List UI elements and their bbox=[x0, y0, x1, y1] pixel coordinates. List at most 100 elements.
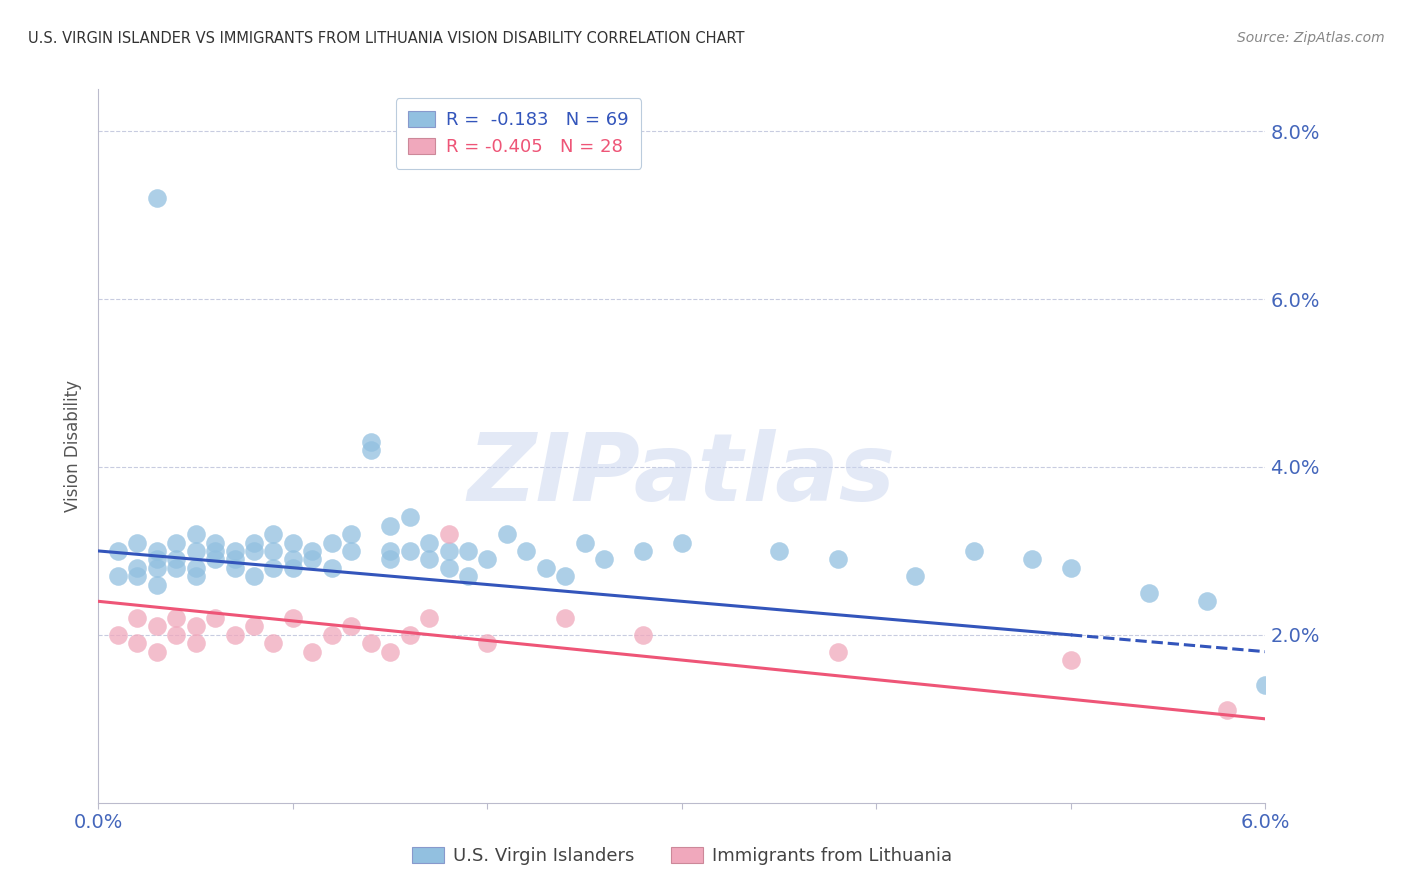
Point bbox=[437, 544, 460, 558]
Point bbox=[146, 552, 169, 566]
Point bbox=[127, 611, 149, 625]
Point bbox=[127, 636, 149, 650]
Point bbox=[1197, 594, 1219, 608]
Point bbox=[224, 628, 246, 642]
Point bbox=[204, 611, 226, 625]
Point bbox=[301, 552, 323, 566]
Point bbox=[418, 611, 440, 625]
Point bbox=[554, 569, 576, 583]
Point bbox=[165, 535, 187, 549]
Point bbox=[1021, 552, 1043, 566]
Point bbox=[165, 560, 187, 574]
Point bbox=[107, 569, 129, 583]
Text: ZIPatlas: ZIPatlas bbox=[468, 428, 896, 521]
Point bbox=[204, 544, 226, 558]
Point bbox=[146, 645, 169, 659]
Point bbox=[904, 569, 927, 583]
Point bbox=[380, 552, 402, 566]
Point bbox=[184, 560, 207, 574]
Point bbox=[380, 518, 402, 533]
Point bbox=[165, 552, 187, 566]
Point bbox=[204, 535, 226, 549]
Point bbox=[281, 552, 304, 566]
Point bbox=[127, 569, 149, 583]
Point bbox=[1254, 678, 1277, 692]
Point bbox=[457, 544, 479, 558]
Point bbox=[224, 544, 246, 558]
Text: U.S. VIRGIN ISLANDER VS IMMIGRANTS FROM LITHUANIA VISION DISABILITY CORRELATION : U.S. VIRGIN ISLANDER VS IMMIGRANTS FROM … bbox=[28, 31, 745, 46]
Point bbox=[515, 544, 537, 558]
Point bbox=[281, 560, 304, 574]
Point bbox=[496, 527, 519, 541]
Point bbox=[1215, 703, 1237, 717]
Point bbox=[146, 191, 169, 205]
Point bbox=[631, 628, 654, 642]
Point bbox=[827, 552, 849, 566]
Point bbox=[321, 560, 343, 574]
Point bbox=[477, 636, 499, 650]
Point bbox=[574, 535, 596, 549]
Point bbox=[360, 443, 382, 458]
Point bbox=[262, 527, 284, 541]
Point bbox=[827, 645, 849, 659]
Point bbox=[631, 544, 654, 558]
Point bbox=[146, 560, 169, 574]
Point bbox=[262, 560, 284, 574]
Point bbox=[281, 611, 304, 625]
Point bbox=[360, 636, 382, 650]
Point bbox=[146, 544, 169, 558]
Point bbox=[340, 619, 363, 633]
Point bbox=[165, 628, 187, 642]
Point bbox=[398, 544, 420, 558]
Y-axis label: Vision Disability: Vision Disability bbox=[65, 380, 83, 512]
Point bbox=[1137, 586, 1160, 600]
Point bbox=[204, 552, 226, 566]
Point bbox=[184, 544, 207, 558]
Point bbox=[457, 569, 479, 583]
Point bbox=[281, 535, 304, 549]
Point bbox=[184, 636, 207, 650]
Point bbox=[437, 560, 460, 574]
Point bbox=[398, 628, 420, 642]
Point bbox=[1060, 560, 1083, 574]
Point bbox=[262, 544, 284, 558]
Point bbox=[165, 611, 187, 625]
Point bbox=[398, 510, 420, 524]
Text: Source: ZipAtlas.com: Source: ZipAtlas.com bbox=[1237, 31, 1385, 45]
Point bbox=[768, 544, 790, 558]
Point bbox=[477, 552, 499, 566]
Point bbox=[301, 544, 323, 558]
Point bbox=[224, 552, 246, 566]
Point bbox=[146, 619, 169, 633]
Point bbox=[554, 611, 576, 625]
Point bbox=[184, 527, 207, 541]
Point bbox=[127, 535, 149, 549]
Point bbox=[127, 560, 149, 574]
Point bbox=[437, 527, 460, 541]
Point bbox=[340, 544, 363, 558]
Point bbox=[107, 544, 129, 558]
Point bbox=[243, 569, 266, 583]
Point bbox=[243, 535, 266, 549]
Point bbox=[301, 645, 323, 659]
Point bbox=[262, 636, 284, 650]
Point bbox=[321, 535, 343, 549]
Point bbox=[360, 434, 382, 449]
Point bbox=[418, 552, 440, 566]
Point bbox=[107, 628, 129, 642]
Point bbox=[224, 560, 246, 574]
Point bbox=[1060, 653, 1083, 667]
Point bbox=[418, 535, 440, 549]
Point bbox=[243, 544, 266, 558]
Point bbox=[380, 645, 402, 659]
Legend: U.S. Virgin Islanders, Immigrants from Lithuania: U.S. Virgin Islanders, Immigrants from L… bbox=[405, 839, 959, 872]
Point bbox=[184, 569, 207, 583]
Point bbox=[321, 628, 343, 642]
Point bbox=[184, 619, 207, 633]
Point bbox=[671, 535, 693, 549]
Point bbox=[340, 527, 363, 541]
Point bbox=[243, 619, 266, 633]
Point bbox=[962, 544, 984, 558]
Point bbox=[146, 577, 169, 591]
Point bbox=[534, 560, 557, 574]
